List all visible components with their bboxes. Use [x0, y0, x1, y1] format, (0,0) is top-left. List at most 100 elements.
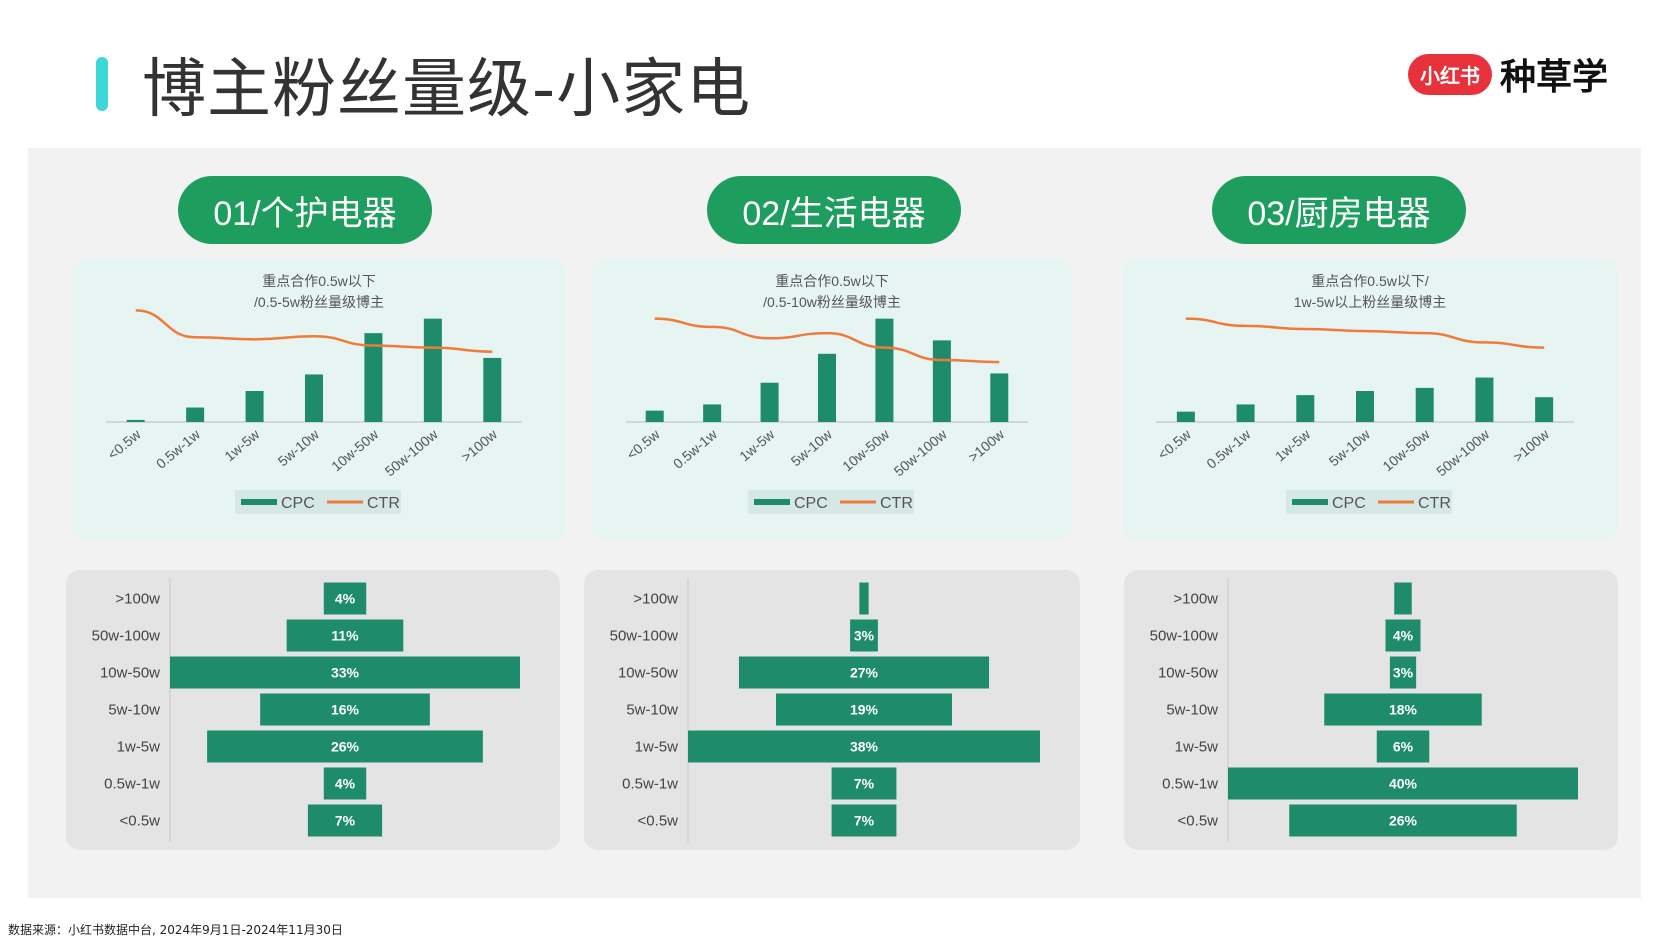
pyramid-value-label: 40%	[1389, 776, 1418, 792]
pyramid-bar	[1376, 730, 1430, 763]
cpc-bar	[990, 373, 1009, 422]
pyramid-value-label: 7%	[335, 813, 356, 829]
pyramid-bar	[776, 693, 952, 726]
cpc-bar	[1475, 377, 1494, 422]
pyramid-card-2: >100w 50w-100w 3% 10w-50w 27% 5w-10w 19% 1w-5w 3…	[584, 570, 1080, 850]
x-tick-label: >100w	[965, 425, 1008, 465]
pyramid-bar	[831, 767, 897, 800]
x-tick-label: 5w-10w	[788, 425, 836, 469]
legend-cpc-swatch	[1292, 499, 1328, 505]
pyramid-value-label: 7%	[854, 813, 875, 829]
x-tick-label: 50w-100w	[382, 425, 442, 479]
x-tick-label: >100w	[458, 425, 501, 465]
pyramid-category-label: 0.5w-1w	[104, 776, 160, 793]
pyramid-category-label: 10w-50w	[618, 665, 678, 682]
pyramid-bar	[323, 767, 367, 800]
x-tick-label: <0.5w	[623, 425, 663, 462]
cpc-bar	[703, 404, 722, 422]
page-title: 博主粉丝量级-小家电	[142, 53, 752, 127]
pyramid-category-label: 10w-50w	[100, 665, 160, 682]
pyramid-category-label: <0.5w	[120, 813, 161, 830]
x-tick-label: 0.5w-1w	[1203, 425, 1254, 471]
chart-note-line: /0.5-10w粉丝量级博主	[763, 294, 901, 310]
pyramid-card-3: >100w 50w-100w 4% 10w-50w 3% 5w-10w 18% 1w-5w 6%…	[1124, 570, 1618, 850]
pyramid-category-label: >100w	[115, 591, 160, 608]
x-tick-label: 0.5w-1w	[153, 425, 204, 471]
legend-ctr-label: CTR	[1418, 495, 1451, 512]
pyramid-category-label: 5w-10w	[626, 702, 678, 719]
combo-chart-card-3: 重点合作0.5w以下/1w-5w以上粉丝量级博主 <0.5w 0.5w-1w 1w-5…	[1122, 258, 1618, 540]
pyramid-category-label: 10w-50w	[1158, 665, 1218, 682]
pyramid-category-label: 5w-10w	[108, 702, 160, 719]
pyramid-bar	[831, 804, 897, 837]
chart-note-line: 重点合作0.5w以下	[775, 273, 889, 289]
legend-box	[1286, 490, 1452, 514]
pyramid-bar	[859, 582, 869, 615]
x-tick-label: 1w-5w	[1272, 425, 1314, 464]
pyramid-category-label: <0.5w	[638, 813, 679, 830]
pyramid-card-1: >100w 4% 50w-100w 11% 10w-50w 33% 5w-10w 16% 1w-…	[66, 570, 560, 850]
chart-note-line: 重点合作0.5w以下/	[1311, 273, 1429, 289]
pyramid-value-label: 3%	[1393, 665, 1414, 681]
cpc-bar	[305, 374, 323, 422]
pyramid-value-label: 27%	[850, 665, 879, 681]
legend-cpc-swatch	[754, 499, 790, 505]
cpc-bar	[1356, 391, 1374, 422]
pyramid-value-label: 18%	[1389, 702, 1418, 718]
pyramid-bar	[207, 730, 483, 763]
legend-ctr-label: CTR	[880, 495, 913, 512]
ctr-line	[135, 309, 493, 353]
pyramid-value-label: 3%	[854, 628, 875, 644]
legend-box	[748, 490, 914, 514]
chart-note-line: 1w-5w以上粉丝量级博主	[1294, 294, 1446, 310]
combo-chart-3: 重点合作0.5w以下/1w-5w以上粉丝量级博主 <0.5w 0.5w-1w 1w-5…	[1155, 273, 1574, 514]
pyramid-bar	[1385, 619, 1421, 652]
pyramid-category-label: 1w-5w	[1175, 739, 1219, 756]
pyramid-category-label: 50w-100w	[610, 628, 679, 645]
pyramid-value-label: 19%	[850, 702, 879, 718]
cpc-bar	[1236, 404, 1255, 422]
pyramid-value-label: 4%	[1393, 628, 1414, 644]
pyramid-category-label: <0.5w	[1178, 813, 1219, 830]
x-tick-label: 5w-10w	[1326, 425, 1374, 469]
pyramid-value-label: 7%	[854, 776, 875, 792]
pyramid-bar	[738, 656, 990, 689]
pyramid-value-label: 26%	[1389, 813, 1418, 829]
pyramid-category-label: 1w-5w	[117, 739, 161, 756]
logo-text: 种草学	[1500, 57, 1609, 98]
pyramid-value-label: 11%	[331, 628, 359, 644]
combo-chart-card-2: 重点合作0.5w以下/0.5-10w粉丝量级博主 <0.5w 0.5w-1w 1w-5…	[592, 258, 1072, 540]
cpc-bar	[818, 353, 836, 422]
logo-badge: 小红书	[1408, 53, 1492, 95]
cpc-bar	[364, 333, 383, 422]
title-accent-bar	[96, 57, 108, 111]
ctr-line	[654, 317, 1000, 364]
cpc-bar	[1176, 411, 1195, 422]
x-tick-label: <0.5w	[1155, 425, 1195, 462]
x-tick-label: 0.5w-1w	[670, 425, 721, 471]
pyramid-bar	[1389, 656, 1417, 689]
legend-cpc-label: CPC	[794, 495, 828, 512]
cpc-bar	[875, 318, 894, 422]
pyramid-chart-1: >100w 4% 50w-100w 11% 10w-50w 33% 5w-10w 16% 1w-…	[92, 578, 520, 842]
cpc-bar	[760, 382, 779, 422]
combo-chart-card-1: 重点合作0.5w以下/0.5-5w粉丝量级博主 <0.5w 0.5w-1w 1w-5w…	[72, 258, 566, 540]
pyramid-category-label: 50w-100w	[1150, 628, 1219, 645]
pyramid-bar	[1324, 693, 1482, 726]
pyramid-value-label: 33%	[331, 665, 360, 681]
pyramid-bar	[307, 804, 383, 837]
combo-chart-2: 重点合作0.5w以下/0.5-10w粉丝量级博主 <0.5w 0.5w-1w 1w-5…	[623, 273, 1028, 514]
brand-logo: 小红书 种草学	[1408, 48, 1608, 100]
cpc-bar	[186, 407, 205, 422]
pyramid-value-label: 4%	[335, 776, 356, 792]
pyramid-category-label: >100w	[1173, 591, 1218, 608]
x-tick-label: 5w-10w	[275, 425, 323, 469]
legend-cpc-swatch	[241, 499, 277, 505]
chart-note-line: /0.5-5w粉丝量级博主	[254, 294, 384, 310]
pyramid-bar	[260, 693, 430, 726]
pyramid-category-label: 1w-5w	[635, 739, 679, 756]
pyramid-chart-2: >100w 50w-100w 3% 10w-50w 27% 5w-10w 19% 1w-5w 3…	[610, 578, 1040, 842]
x-tick-label: 50w-100w	[1433, 425, 1493, 479]
pyramid-bar	[1228, 767, 1578, 800]
legend-box	[235, 490, 401, 514]
